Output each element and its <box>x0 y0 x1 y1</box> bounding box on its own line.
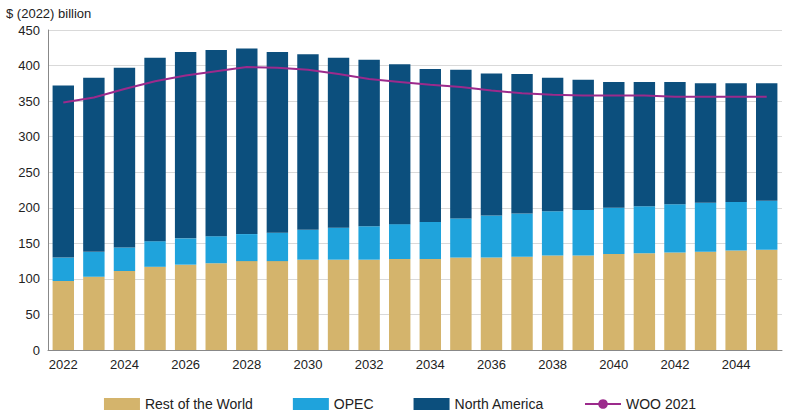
svg-text:400: 400 <box>18 58 40 73</box>
svg-text:2030: 2030 <box>293 357 322 372</box>
svg-text:450: 450 <box>18 23 40 38</box>
svg-text:2026: 2026 <box>171 357 200 372</box>
svg-text:2038: 2038 <box>538 357 567 372</box>
svg-text:150: 150 <box>18 236 40 251</box>
svg-text:2040: 2040 <box>599 357 628 372</box>
svg-text:2044: 2044 <box>722 357 751 372</box>
svg-text:2022: 2022 <box>49 357 78 372</box>
svg-text:50: 50 <box>26 307 40 322</box>
svg-text:200: 200 <box>18 200 40 215</box>
svg-text:2034: 2034 <box>416 357 445 372</box>
svg-text:0: 0 <box>33 343 40 358</box>
svg-text:250: 250 <box>18 165 40 180</box>
svg-text:350: 350 <box>18 94 40 109</box>
svg-text:WOO 2021: WOO 2021 <box>626 396 696 412</box>
svg-text:OPEC: OPEC <box>334 396 374 412</box>
svg-text:300: 300 <box>18 129 40 144</box>
svg-text:$ (2022) billion: $ (2022) billion <box>6 6 91 21</box>
svg-text:Rest of the World: Rest of the World <box>145 396 253 412</box>
svg-text:2036: 2036 <box>477 357 506 372</box>
svg-text:2032: 2032 <box>355 357 384 372</box>
svg-text:2024: 2024 <box>110 357 139 372</box>
svg-text:100: 100 <box>18 271 40 286</box>
svg-text:2028: 2028 <box>232 357 261 372</box>
svg-text:North America: North America <box>455 396 544 412</box>
svg-text:2042: 2042 <box>660 357 689 372</box>
